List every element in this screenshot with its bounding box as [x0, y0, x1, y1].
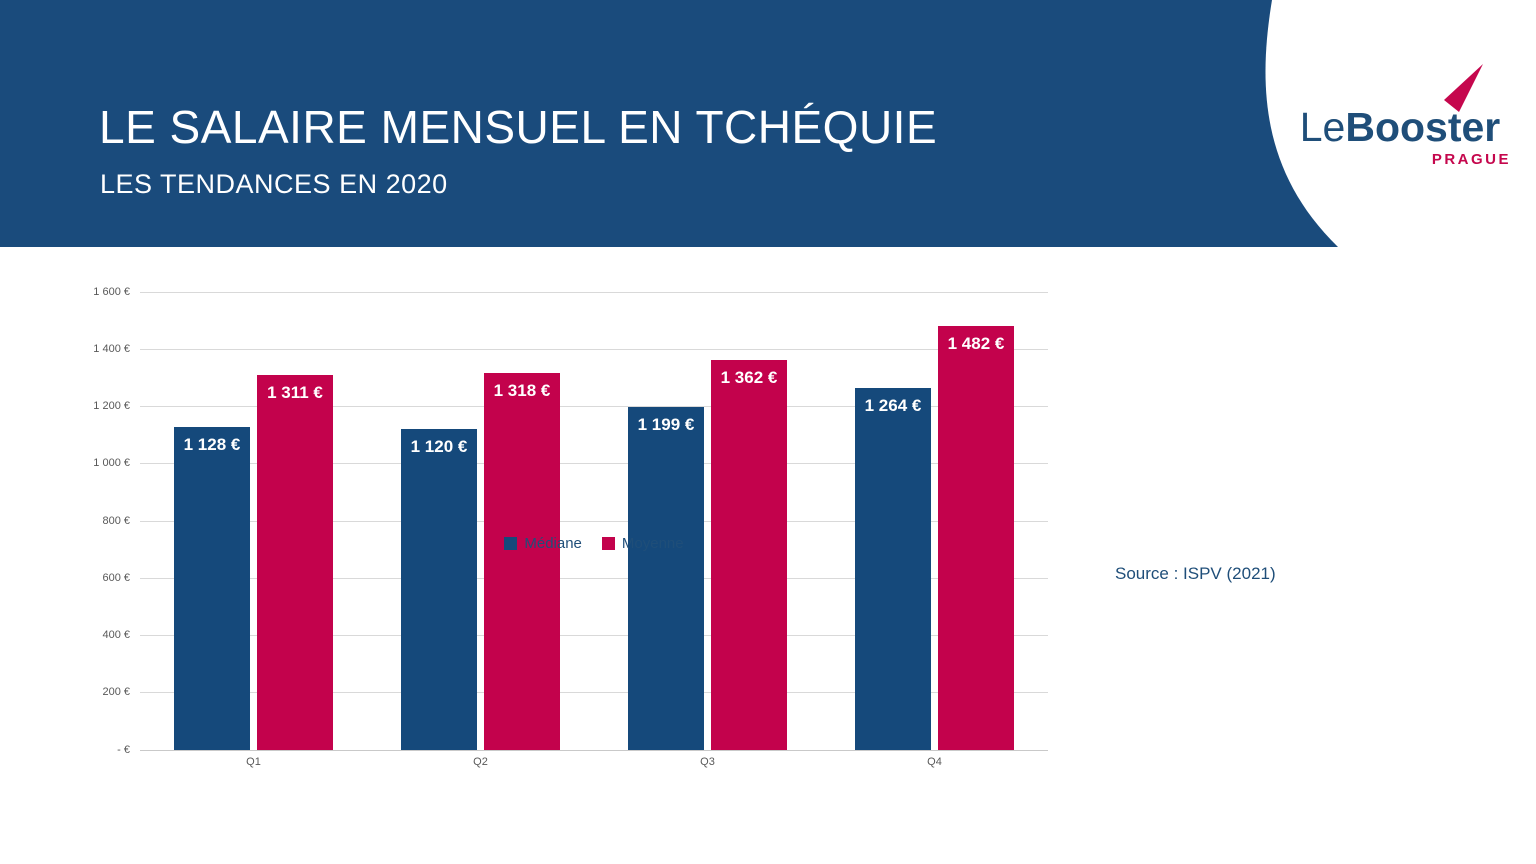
gridline — [140, 520, 1048, 522]
legend-swatch — [601, 536, 615, 550]
logo-word-le: Le — [1299, 104, 1346, 150]
gridline — [140, 291, 1048, 293]
gridline — [140, 406, 1048, 407]
bar-value-label: 1 120 € — [410, 437, 468, 457]
logo-lebooster: LeBooster PRAGUE — [1285, 55, 1525, 185]
bar-value-label: 1 264 € — [864, 396, 922, 416]
gridline — [140, 463, 1048, 465]
bar-value-label: 1 311 € — [267, 382, 323, 402]
y-axis-tick-label: 200 € — [102, 686, 130, 699]
bar-moyenne-q2: 1 318 € — [484, 372, 560, 750]
x-axis-category-label: Q3 — [700, 756, 715, 768]
bar-mediane-q3: 1 199 € — [628, 406, 704, 750]
bar-moyenne-q4: 1 482 € — [938, 325, 1014, 750]
bar-value-label: 1 362 € — [720, 368, 778, 388]
y-axis-tick-label: 1 000 € — [93, 457, 130, 470]
bar-mediane-q2: 1 120 € — [401, 429, 477, 750]
legend-label: Moyenne — [621, 534, 684, 552]
source-note: Source : ISPV (2021) — [1115, 564, 1276, 583]
x-axis-category-label: Q4 — [927, 756, 942, 768]
header-curve — [1265, 0, 1536, 247]
x-axis-category-label: Q2 — [473, 756, 488, 768]
y-axis-tick-label: - € — [117, 743, 130, 756]
bar-chart: - € 200 € 400 € 600 € 800 € 1 000 € 1 200 € 1 4… — [0, 247, 1536, 864]
legend-item-moyenne: Moyenne — [601, 534, 684, 552]
bar-mediane-q1: 1 128 € — [174, 427, 250, 750]
y-axis-tick-label: 600 € — [102, 571, 130, 584]
x-axis-category-label: Q1 — [246, 756, 261, 768]
bar-value-label: 1 318 € — [493, 380, 551, 400]
y-axis-tick-label: 800 € — [102, 514, 130, 527]
page-title: LE SALAIRE MENSUEL EN TCHÉQUIE — [99, 101, 938, 153]
logo-word-booster: Booster — [1345, 104, 1501, 150]
legend-swatch — [504, 536, 518, 550]
gridline — [140, 635, 1048, 636]
logo-rocket-triangle-icon — [1444, 64, 1483, 112]
legend-item-mediane: Médiane — [504, 535, 582, 552]
gridline — [140, 348, 1048, 350]
gridline — [140, 749, 1048, 751]
bar-mediane-q4: 1 264 € — [855, 388, 931, 750]
bar-moyenne-q3: 1 362 € — [711, 360, 787, 750]
logo-wordmark: LeBooster — [1285, 107, 1515, 148]
header-banner: LE SALAIRE MENSUEL EN TCHÉQUIE LES TENDA… — [0, 0, 1536, 247]
y-axis-tick-label: 1 200 € — [93, 400, 130, 412]
y-axis-tick-label: 400 € — [102, 629, 130, 641]
bar-value-label: 1 199 € — [637, 414, 695, 434]
chart-legend: Médiane Moyenne — [140, 533, 1048, 553]
page-subtitle: LES TENDANCES EN 2020 — [100, 169, 448, 199]
gridline — [140, 577, 1048, 579]
gridline — [140, 692, 1048, 694]
bar-value-label: 1 128 € — [183, 435, 241, 455]
logo-city-label: PRAGUE — [1431, 151, 1511, 168]
bar-moyenne-q1: 1 311 € — [257, 374, 333, 750]
bar-value-label: 1 482 € — [947, 333, 1005, 353]
legend-label: Médiane — [524, 534, 582, 552]
y-axis-tick-label: 1 600 € — [93, 285, 130, 298]
y-axis-tick-label: 1 400 € — [93, 342, 130, 355]
